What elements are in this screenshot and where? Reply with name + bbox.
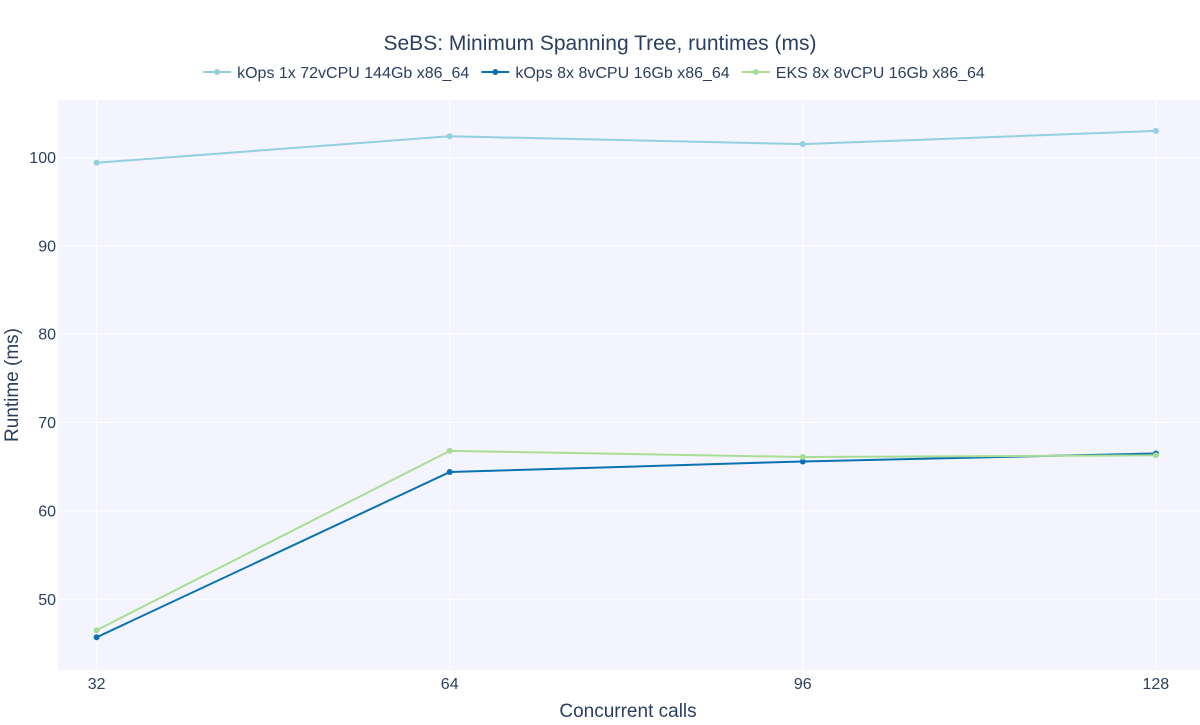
legend-item[interactable]: EKS 8x 8vCPU 16Gb x86_64 <box>741 65 985 82</box>
data-point[interactable] <box>93 634 100 641</box>
x-tick-label: 64 <box>441 676 459 693</box>
y-tick-label: 90 <box>38 238 56 255</box>
x-tick-label: 96 <box>794 676 812 693</box>
grid-lines <box>58 100 1200 670</box>
series-line <box>96 452 1156 639</box>
x-tick-label: 32 <box>88 676 106 693</box>
legend-label: EKS 8x 8vCPU 16Gb x86_64 <box>776 65 985 82</box>
legend-swatch-marker <box>492 69 499 75</box>
data-point[interactable] <box>446 133 453 140</box>
plot-area <box>58 100 1200 670</box>
y-tick-label: 50 <box>38 592 56 609</box>
data-point[interactable] <box>799 458 806 465</box>
legend-label: kOps 8x 8vCPU 16Gb x86_64 <box>515 65 729 82</box>
y-tick-label: 80 <box>38 327 56 344</box>
y-axis-title: Runtime (ms) <box>2 328 23 442</box>
legend-item[interactable]: kOps 1x 72vCPU 144Gb x86_64 <box>203 65 469 82</box>
y-tick-label: 70 <box>38 415 56 432</box>
legend-label: kOps 1x 72vCPU 144Gb x86_64 <box>237 65 469 82</box>
data-point[interactable] <box>1152 452 1159 459</box>
series-2 <box>93 450 1159 641</box>
y-axis-ticks: 50 60 70 80 90 100 <box>29 150 56 609</box>
chart-title: SeBS: Minimum Spanning Tree, runtimes (m… <box>384 32 817 55</box>
series-1 <box>93 127 1159 166</box>
legend-swatch-marker <box>214 69 221 75</box>
data-point[interactable] <box>93 627 100 634</box>
data-point[interactable] <box>799 454 806 461</box>
x-tick-label: 128 <box>1143 676 1170 693</box>
y-tick-label: 100 <box>29 150 56 167</box>
x-axis-title: Concurrent calls <box>559 701 696 720</box>
data-point[interactable] <box>1152 127 1159 134</box>
y-tick-label: 60 <box>38 503 56 520</box>
data-point[interactable] <box>93 159 100 166</box>
x-axis-ticks: 32 64 96 128 <box>88 676 1170 693</box>
legend[interactable]: kOps 1x 72vCPU 144Gb x86_64 kOps 8x 8vCPU… <box>203 65 985 82</box>
data-point[interactable] <box>446 469 453 476</box>
data-point[interactable] <box>446 447 453 454</box>
series-layer <box>93 127 1159 641</box>
series-3 <box>93 447 1159 634</box>
legend-item[interactable]: kOps 8x 8vCPU 16Gb x86_64 <box>481 65 730 82</box>
legend-swatch-marker <box>752 69 759 75</box>
series-line <box>96 129 1156 164</box>
data-point[interactable] <box>799 141 806 148</box>
series-line <box>96 449 1156 632</box>
